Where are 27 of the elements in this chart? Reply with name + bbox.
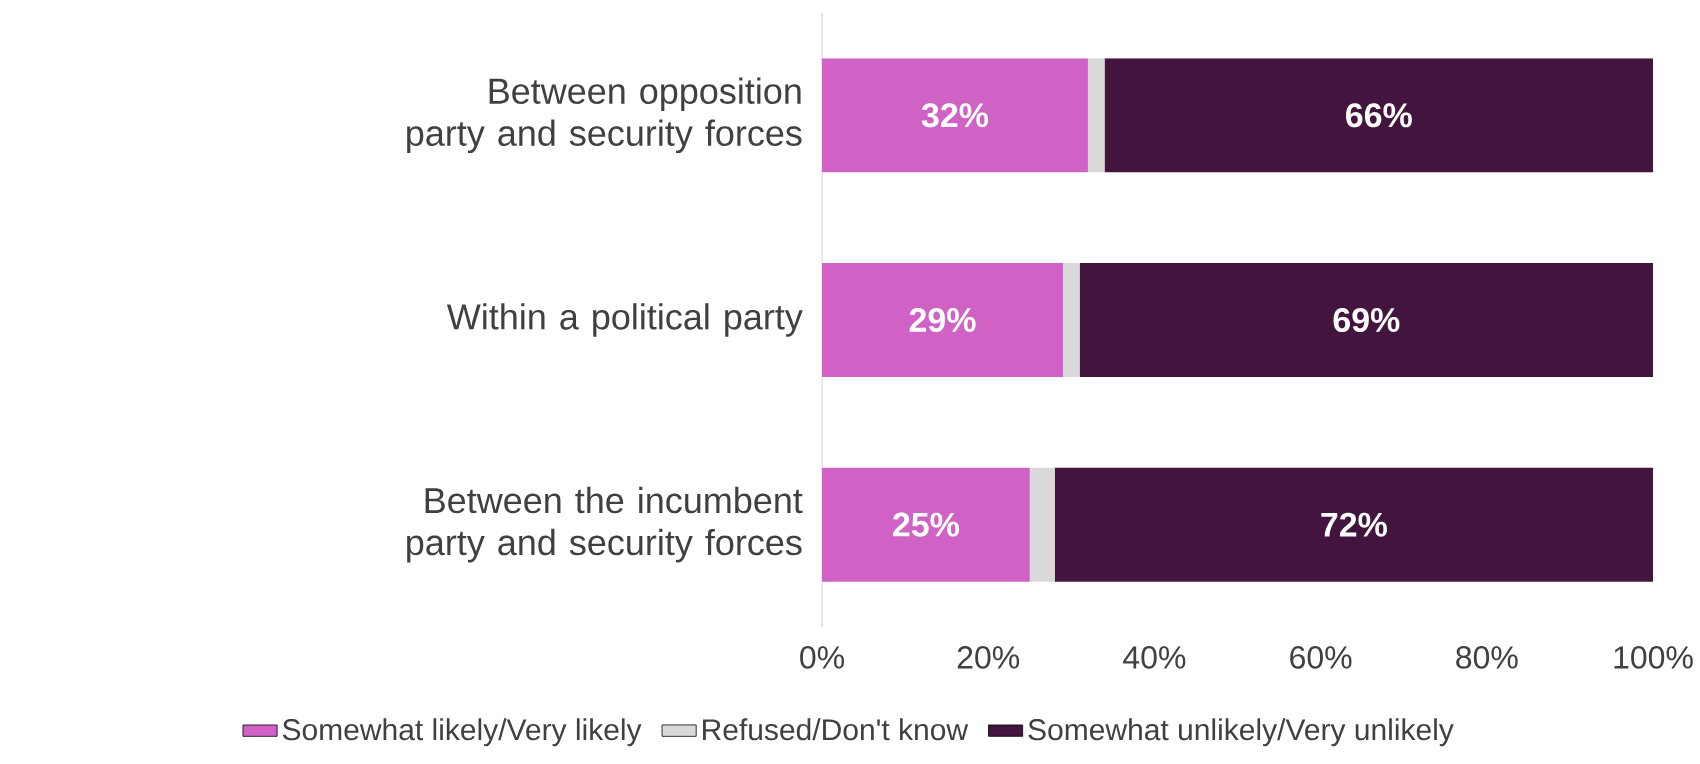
x-tick-label: 40% [1123,646,1186,669]
bar [822,262,1063,377]
data-label: 69% [1333,307,1400,333]
data-label: 32% [921,103,989,128]
legend-label: Refused/Don't know [703,718,969,741]
bar [1054,467,1654,582]
legend-label: Somewhat likely/Very likely [282,718,642,747]
bar [1063,262,1080,377]
x-tick-label: 0% [800,646,844,669]
data-label: 29% [909,307,976,333]
x-tick-label: 80% [1456,646,1518,669]
y-tick-label: Between opposition party and security forces [407,77,802,154]
y-tick-label: Within a political party [446,303,803,337]
data-label: 25% [893,512,959,537]
x-tick-label: 60% [1290,646,1352,669]
bar [1087,58,1105,173]
data-label: 72% [1321,512,1387,537]
y-tick-label: Between the incumbent party and security forces [407,486,803,563]
bar [822,58,1088,173]
bar [1104,58,1654,173]
bar [1029,467,1055,582]
legend-label: Somewhat unlikely/Very unlikely [1028,718,1454,747]
x-tick-label: 100% [1614,646,1693,669]
data-label: 66% [1346,103,1412,128]
x-tick-label: 20% [957,646,1020,669]
bar [822,467,1030,582]
bar [1079,262,1654,377]
